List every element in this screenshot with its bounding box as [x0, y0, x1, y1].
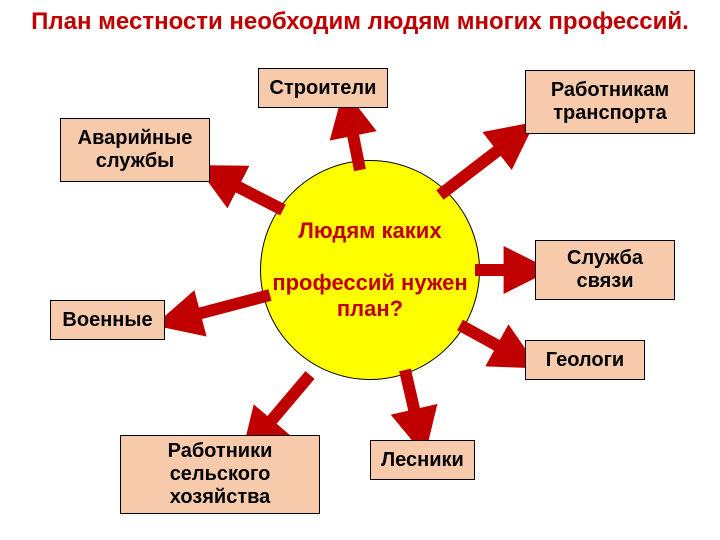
- node-label: Служба связи: [544, 247, 666, 293]
- node-agri: Работники сельского хозяйства: [120, 435, 320, 514]
- node-comms: Служба связи: [535, 240, 675, 300]
- center-question-text: Людям каких профессий нужен план?: [271, 218, 469, 322]
- arrow: [405, 370, 420, 435]
- node-label: Работникам транспорта: [534, 79, 686, 125]
- node-foresters: Лесники: [370, 440, 475, 480]
- node-emergency: Аварийные службы: [60, 118, 210, 182]
- page-title: План местности необходим людям многих пр…: [0, 8, 720, 37]
- node-label: Лесники: [381, 449, 464, 472]
- arrow: [215, 175, 283, 210]
- arrow: [255, 375, 310, 440]
- node-military: Военные: [50, 300, 165, 340]
- arrow: [460, 325, 520, 358]
- node-builders: Строители: [258, 68, 388, 108]
- diagram-stage: { "title": { "text": "План местности нео…: [0, 0, 720, 540]
- node-geologists: Геологи: [525, 340, 645, 380]
- node-transport: Работникам транспорта: [525, 70, 695, 134]
- node-label: Военные: [62, 309, 152, 332]
- node-label: Аварийные службы: [69, 127, 201, 173]
- node-label: Геологи: [546, 349, 624, 372]
- arrow: [175, 295, 270, 320]
- center-question-circle: Людям каких профессий нужен план?: [260, 160, 480, 380]
- node-label: Строители: [270, 77, 377, 100]
- node-label: Работники сельского хозяйства: [129, 440, 311, 509]
- arrow: [440, 135, 518, 195]
